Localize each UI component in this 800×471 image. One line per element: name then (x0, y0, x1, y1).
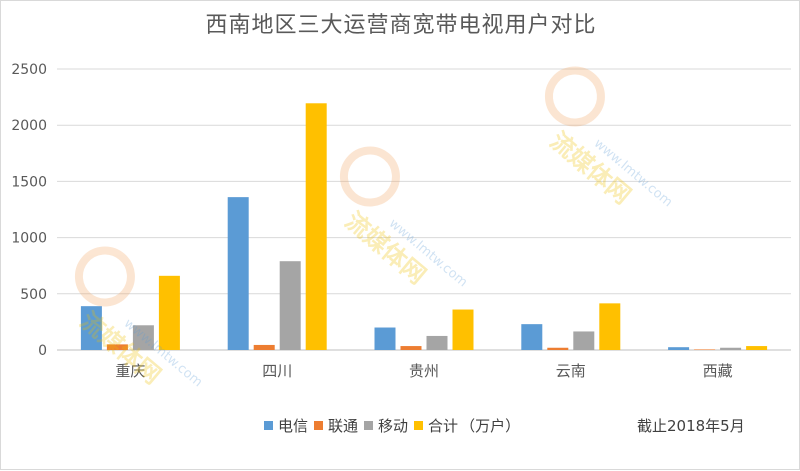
bar (253, 344, 275, 350)
legend-label: 联通 (328, 417, 359, 435)
bar (452, 309, 474, 350)
bar (521, 324, 543, 350)
y-tick-label: 0 (38, 343, 47, 359)
legend-item-heji: 合计 （万户） (414, 415, 520, 436)
legend-item-dianxin: 电信 (264, 415, 308, 436)
legend-item-yidong: 移动 (364, 415, 408, 436)
bar (400, 346, 422, 350)
y-tick-label: 500 (20, 287, 47, 303)
bar (279, 261, 301, 350)
bar (426, 335, 448, 350)
legend-swatch (264, 421, 273, 430)
legend-item-liantong: 联通 (314, 415, 358, 436)
legend-swatch (414, 421, 424, 430)
bar (374, 327, 396, 350)
y-tick-label: 2000 (11, 118, 47, 134)
x-tick-label: 贵州 (409, 362, 439, 380)
watermark-logo-icon (339, 146, 400, 207)
legend-label: 移动 (378, 417, 409, 435)
x-tick-label: 四川 (262, 362, 292, 380)
bar (158, 275, 180, 350)
bar (132, 325, 154, 350)
bar (106, 344, 128, 350)
y-tick-label: 1500 (11, 174, 47, 190)
bar (668, 347, 690, 350)
legend-swatch (314, 421, 324, 430)
chart-title: 西南地区三大运营商宽带电视用户对比 (205, 13, 597, 38)
bar (227, 197, 249, 350)
x-tick-label: 云南 (556, 362, 586, 380)
watermark-logo-icon (544, 66, 605, 127)
legend-label: 电信 (278, 417, 309, 435)
bar (720, 347, 742, 350)
x-tick-label: 重庆 (115, 362, 145, 380)
watermark-logo-icon (74, 246, 135, 307)
bar (305, 103, 327, 350)
legend-swatch (364, 421, 374, 430)
bar (547, 347, 569, 350)
bar (573, 331, 595, 350)
x-tick-label: 西藏 (703, 362, 733, 380)
bar (746, 346, 768, 350)
bar (599, 303, 621, 350)
y-tick-label: 1000 (11, 231, 47, 247)
bar (694, 349, 716, 350)
legend-label: 合计 (428, 417, 459, 435)
unit-label: （万户） (460, 417, 521, 435)
bar (80, 306, 102, 350)
y-tick-label: 2500 (11, 62, 47, 78)
legend: 电信 联通 移动 合计 （万户） (264, 415, 526, 436)
date-footnote: 截止2018年5月 (637, 417, 745, 435)
